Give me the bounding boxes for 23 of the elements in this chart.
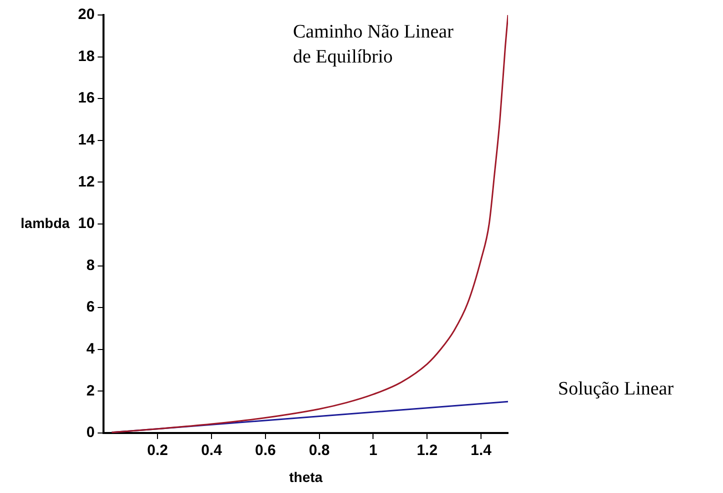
x-tick-label: 1.2: [416, 442, 438, 460]
line-series: [111, 15, 508, 433]
x-tick-label: 0.8: [308, 442, 330, 460]
y-tick-label: 18: [78, 48, 95, 65]
y-tick-label: 20: [78, 6, 95, 24]
y-tick-label: 4: [86, 340, 96, 358]
text: Caminho Não Linear de Equilíbrio: [293, 21, 454, 68]
x-tick-label: 0.2: [147, 442, 168, 460]
y-tick-label: 10: [78, 215, 95, 232]
x-tick-label: 0.6: [254, 442, 276, 460]
x-tick-label: 0.4: [201, 442, 223, 460]
y-tick-label: 6: [86, 298, 95, 316]
y-tick-label: 8: [86, 256, 95, 274]
text: Solução Linear: [558, 378, 674, 400]
y-tick-label: 16: [78, 90, 95, 107]
y-tick-label: 14: [78, 132, 96, 149]
x-axis-title: theta: [289, 468, 323, 485]
y-tick-label: 12: [78, 173, 95, 190]
y-tick-label: 0: [86, 424, 95, 442]
x-tick-label: 1.4: [470, 442, 492, 460]
y-tick-label: 2: [86, 382, 95, 400]
y-axis-title: lambda: [20, 214, 70, 231]
x-tick-label: 1: [369, 442, 378, 460]
